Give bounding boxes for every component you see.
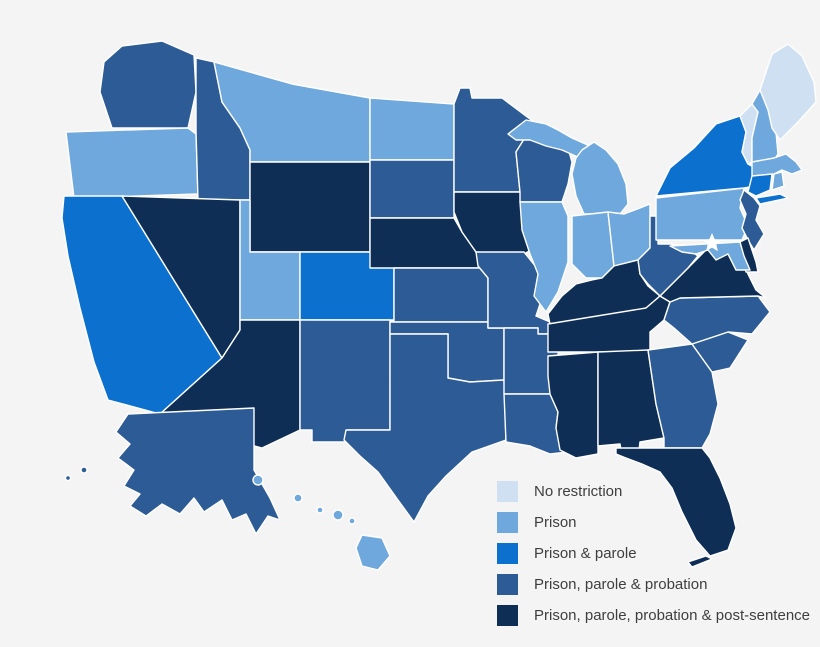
state-hawaii-molokai bbox=[316, 506, 324, 514]
legend: No restriction Prison Prison & parole Pr… bbox=[497, 481, 810, 636]
state-south-dakota bbox=[369, 159, 455, 219]
state-new-york-long-island bbox=[755, 193, 789, 205]
legend-label-post-sentence: Prison, parole, probation & post-sentenc… bbox=[534, 607, 810, 624]
state-maine bbox=[759, 43, 817, 141]
state-kansas bbox=[393, 267, 489, 323]
state-new-mexico bbox=[299, 319, 391, 443]
state-michigan bbox=[571, 141, 629, 215]
state-rhode-island bbox=[771, 171, 785, 191]
state-alaska-aleutian-island bbox=[64, 474, 72, 482]
state-hawaii-kauai bbox=[252, 474, 264, 486]
legend-label-prison: Prison bbox=[534, 514, 577, 531]
state-florida-keys bbox=[687, 555, 713, 568]
legend-item-post-sentence: Prison, parole, probation & post-sentenc… bbox=[497, 605, 810, 626]
legend-item-no-restriction: No restriction bbox=[497, 481, 810, 502]
state-north-dakota bbox=[369, 97, 455, 161]
state-hawaii-oahu bbox=[293, 493, 303, 503]
state-new-jersey bbox=[739, 189, 765, 251]
state-hawaii-big-island bbox=[355, 534, 391, 571]
state-washington bbox=[99, 40, 197, 129]
legend-swatch-prison-parole bbox=[497, 543, 518, 564]
legend-item-prison: Prison bbox=[497, 512, 810, 533]
state-alaska bbox=[115, 407, 281, 535]
state-texas bbox=[343, 333, 507, 523]
state-alaska-aleutian-island bbox=[80, 466, 88, 474]
legend-swatch-no-restriction bbox=[497, 481, 518, 502]
legend-label-prison-parole: Prison & parole bbox=[534, 545, 637, 562]
legend-label-no-restriction: No restriction bbox=[534, 483, 623, 500]
state-oregon bbox=[65, 127, 199, 199]
states-layer bbox=[61, 40, 817, 571]
legend-item-prison-parole: Prison & parole bbox=[497, 543, 810, 564]
state-connecticut bbox=[747, 173, 773, 197]
legend-swatch-prison bbox=[497, 512, 518, 533]
state-illinois bbox=[519, 201, 569, 313]
legend-item-prison-parole-probation: Prison, parole & probation bbox=[497, 574, 810, 595]
legend-label-prison-parole-probation: Prison, parole & probation bbox=[534, 576, 708, 593]
state-maryland bbox=[669, 241, 751, 271]
state-hawaii-maui bbox=[332, 509, 344, 521]
state-wyoming bbox=[249, 161, 371, 253]
legend-swatch-post-sentence bbox=[497, 605, 518, 626]
state-florida bbox=[615, 447, 737, 557]
state-pennsylvania bbox=[655, 187, 749, 241]
state-indiana bbox=[571, 211, 615, 279]
legend-swatch-prison-parole-probation bbox=[497, 574, 518, 595]
state-hawaii-lanai bbox=[348, 517, 356, 525]
dc-star-icon bbox=[702, 233, 722, 252]
